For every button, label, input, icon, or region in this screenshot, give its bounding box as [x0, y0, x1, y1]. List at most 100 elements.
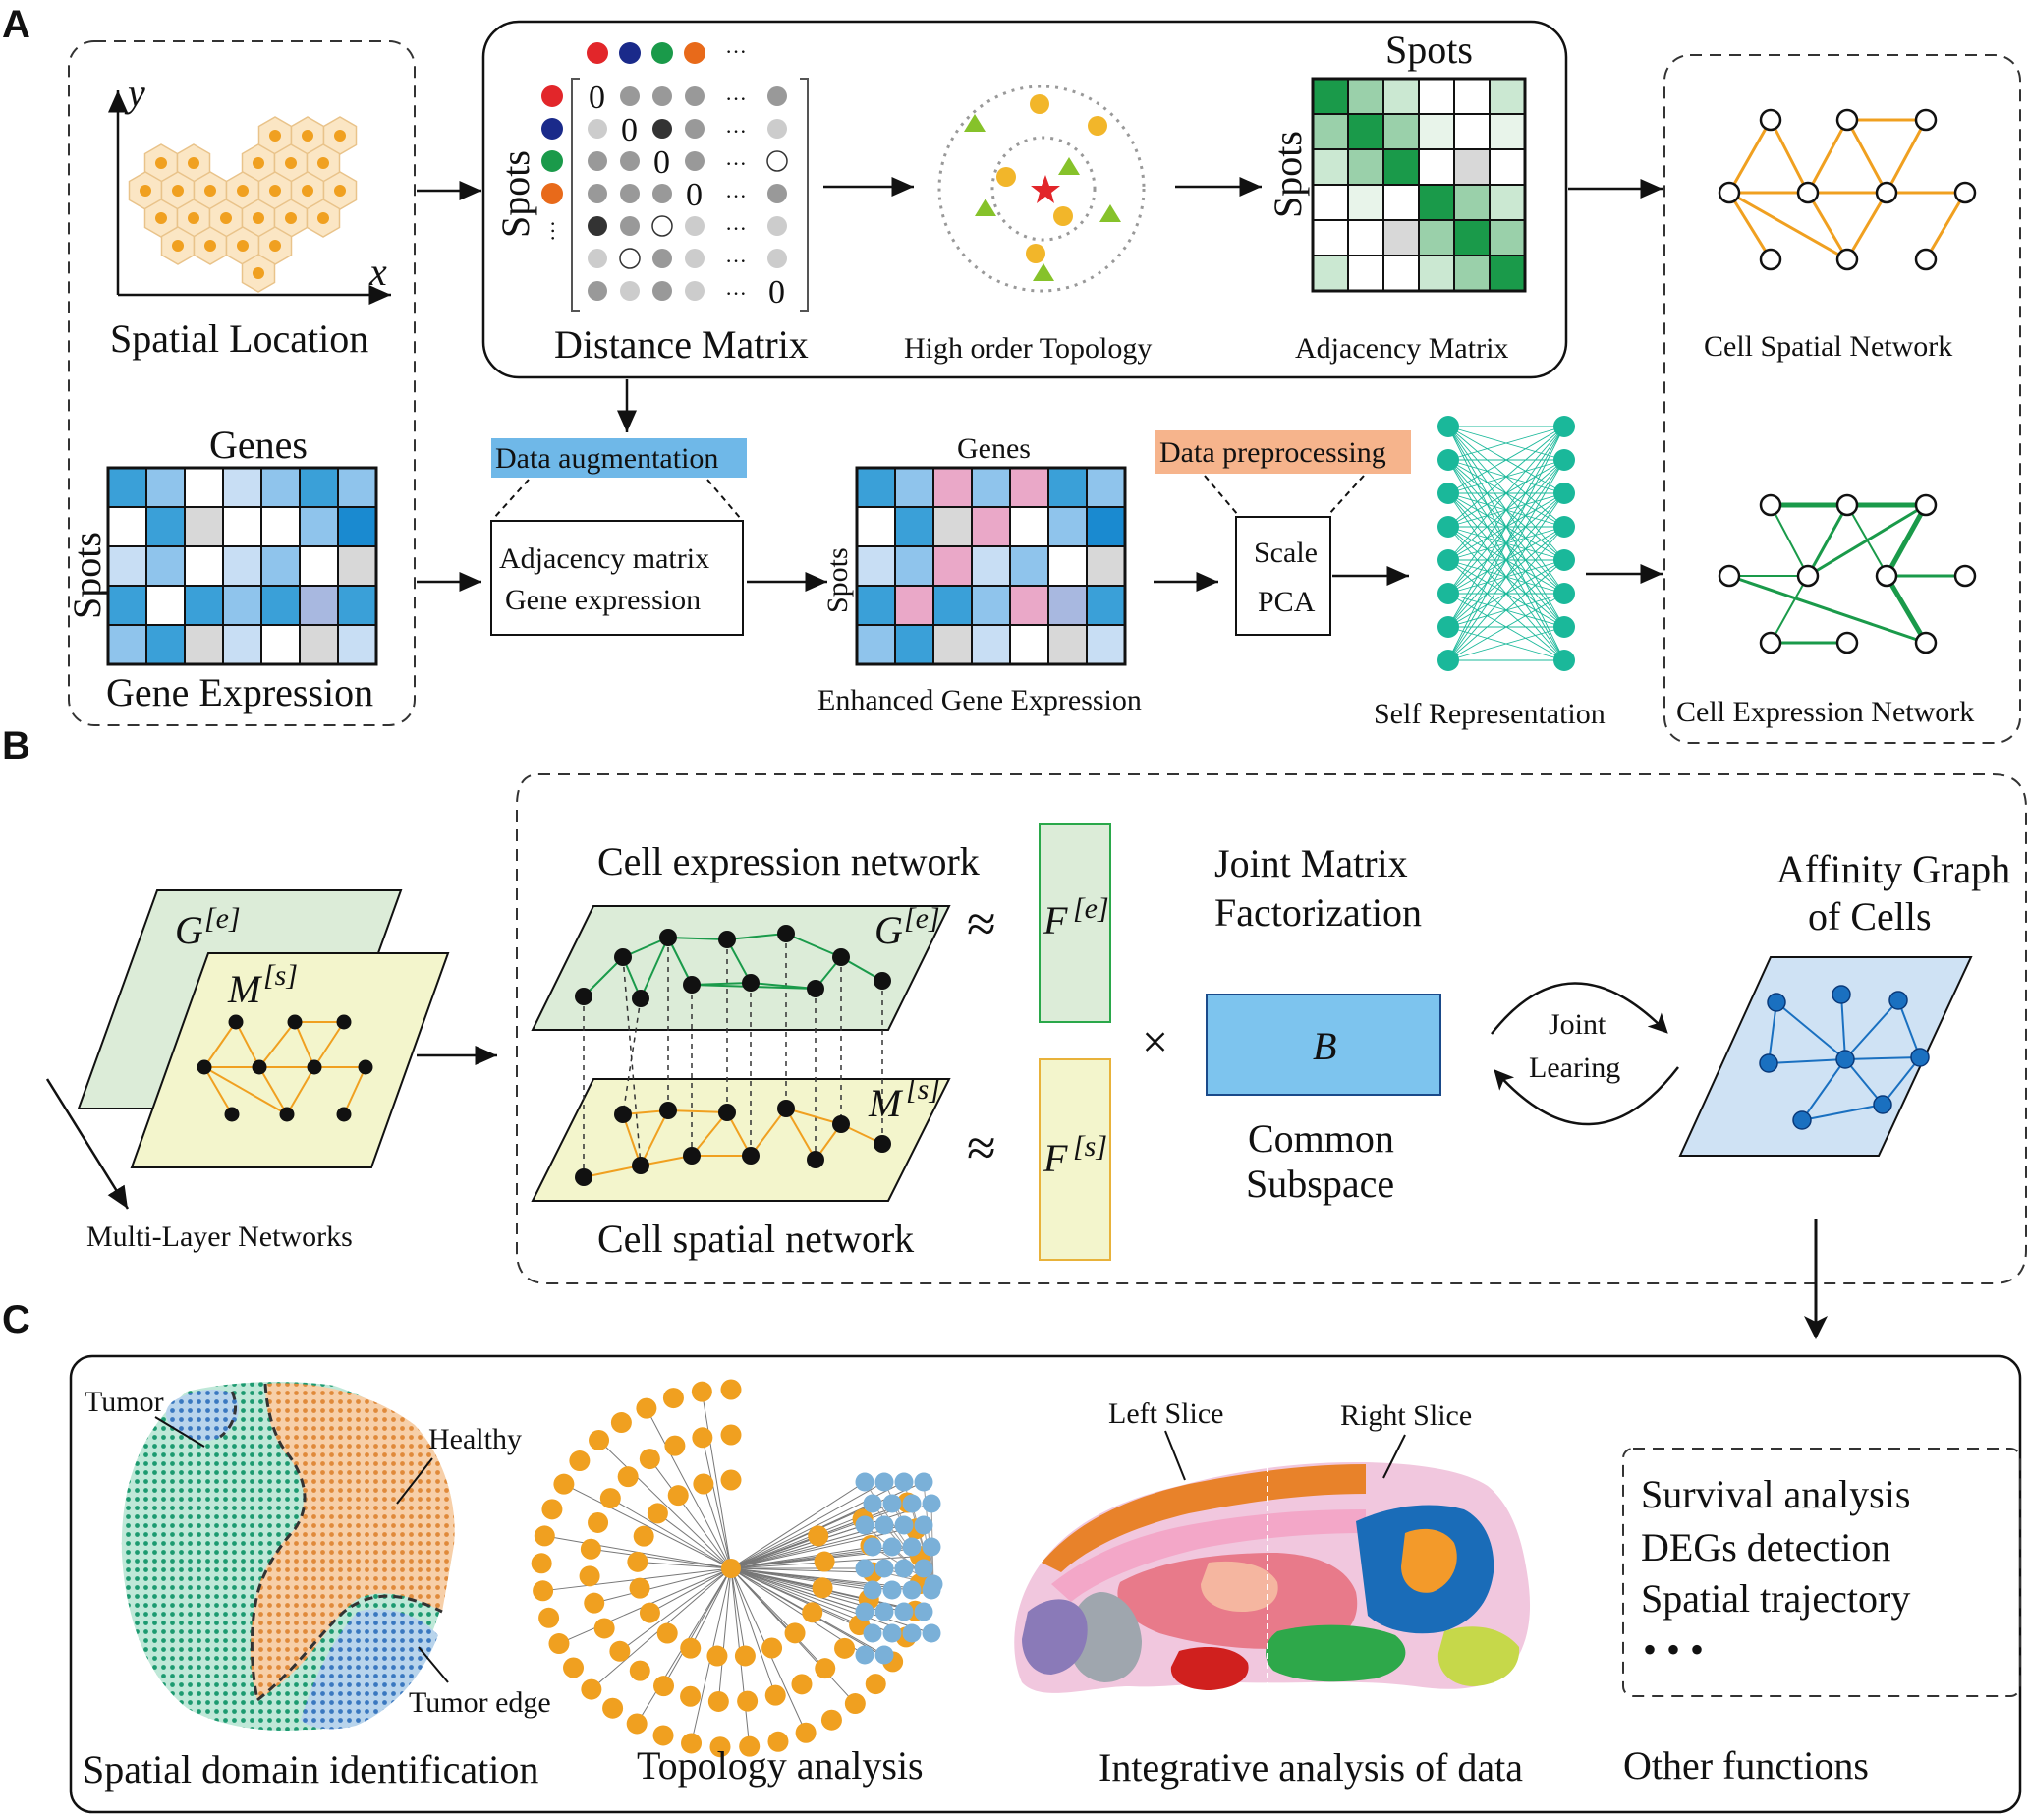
- tissue-domain-map: [121, 1382, 455, 1732]
- spot-dot: [269, 185, 281, 197]
- node: [1835, 493, 1859, 517]
- topology-label: Topology analysis: [637, 1743, 924, 1788]
- matrix-cell: [856, 467, 896, 508]
- node: [902, 1580, 922, 1600]
- node: [1910, 1048, 1930, 1067]
- matrix-cell: [1086, 545, 1126, 587]
- node: [581, 1678, 602, 1700]
- matrix-cell: [1382, 255, 1420, 292]
- node: [1437, 416, 1459, 437]
- spot-dot: [188, 212, 199, 224]
- adjacency-spots-left-label: Spots: [1266, 131, 1310, 218]
- node: [922, 1623, 941, 1643]
- matrix-cell: [1489, 78, 1526, 115]
- ellipsis: ···: [725, 249, 747, 273]
- node: [1553, 483, 1575, 504]
- common-line-2: Subspace: [1246, 1162, 1394, 1206]
- node: [692, 1427, 713, 1449]
- node: [632, 1157, 649, 1174]
- other-functions-label: Other functions: [1623, 1743, 1869, 1788]
- zero-entry: 0: [621, 112, 638, 148]
- node: [777, 925, 795, 942]
- node: [629, 1577, 650, 1599]
- matrix-cell: [1418, 148, 1455, 186]
- node: [614, 1106, 632, 1123]
- function-survival: Survival analysis: [1641, 1472, 1910, 1516]
- node: [812, 1577, 833, 1599]
- spot-dot: [253, 267, 264, 279]
- node: [1914, 108, 1938, 132]
- g-e-symbol-b: G: [874, 908, 903, 952]
- cell-spatial-network-label: Cell Spatial Network: [1704, 330, 1952, 363]
- joint-learning-box: [516, 773, 2027, 1284]
- matrix-cell: [1086, 467, 1126, 508]
- high-order-topology-label: High order Topology: [904, 332, 1152, 365]
- affinity-line-2: of Cells: [1808, 894, 1932, 938]
- matrix-cell: [1382, 219, 1420, 256]
- node: [795, 1722, 817, 1743]
- node: [652, 1725, 674, 1746]
- matrix-cell: [107, 545, 147, 587]
- node: [307, 1059, 322, 1075]
- node: [706, 1645, 728, 1667]
- matrix-cell: [1047, 624, 1088, 665]
- matrix-cell: [1453, 113, 1491, 150]
- node: [1835, 631, 1859, 654]
- node: [767, 1731, 789, 1752]
- node: [667, 1485, 689, 1507]
- header-dot: [619, 42, 641, 64]
- b-matrix: [1206, 994, 1441, 1096]
- node: [653, 1676, 675, 1697]
- function-degs: DEGs detection: [1641, 1525, 1890, 1569]
- genes-label: Genes: [209, 423, 308, 467]
- ellipsis: ···: [725, 151, 747, 176]
- matrix-cell: [299, 545, 339, 587]
- neighbor-triangles: [964, 114, 1121, 281]
- panel-c-label: C: [2, 1298, 30, 1341]
- panel-b-label: B: [2, 724, 30, 768]
- matrix-cell: [337, 545, 377, 587]
- node: [602, 1697, 624, 1719]
- gene-expression-label: Gene Expression: [106, 670, 373, 714]
- matrix-cell: [1453, 184, 1491, 221]
- node: [584, 1592, 605, 1614]
- matrix-cell: [337, 624, 377, 665]
- node: [874, 1135, 891, 1153]
- node: [820, 1709, 842, 1731]
- node: [882, 1537, 902, 1557]
- header-dot: [651, 42, 673, 64]
- node: [626, 1713, 648, 1735]
- brain-slices: [1014, 1462, 1531, 1693]
- f-e-superscript: [e]: [1073, 892, 1109, 925]
- node: [814, 1551, 835, 1572]
- matrix-cell: [299, 585, 339, 626]
- node: [832, 948, 850, 966]
- node: [534, 1525, 555, 1547]
- node: [656, 1622, 678, 1644]
- g-e-superscript-b: [e]: [904, 902, 940, 935]
- node: [1437, 549, 1459, 571]
- matrix-cell: [184, 506, 224, 547]
- m-s-superscript-b: [s]: [906, 1073, 940, 1106]
- node: [894, 1472, 914, 1492]
- ellipsis: ···: [725, 119, 747, 143]
- node: [224, 1107, 240, 1122]
- node: [1553, 449, 1575, 471]
- stack-arrow: [45, 1078, 130, 1210]
- ellipsis: ···: [725, 184, 747, 208]
- healthy-label: Healthy: [428, 1423, 522, 1455]
- axis-x-label: x: [368, 250, 387, 294]
- row-dot: [541, 85, 563, 107]
- matrix-cell: [299, 624, 339, 665]
- affinity-line-1: Affinity Graph: [1776, 847, 2010, 891]
- node: [680, 1637, 702, 1659]
- f-s-factor: [1039, 1058, 1111, 1261]
- matrix-cell: [1489, 148, 1526, 186]
- node: [1759, 631, 1782, 654]
- matrix-cell: [145, 585, 186, 626]
- joint-mf-line-2: Factorization: [1214, 890, 1422, 935]
- matrix-cell: [1312, 148, 1349, 186]
- matrix-cell: [1418, 219, 1455, 256]
- node: [563, 1657, 585, 1678]
